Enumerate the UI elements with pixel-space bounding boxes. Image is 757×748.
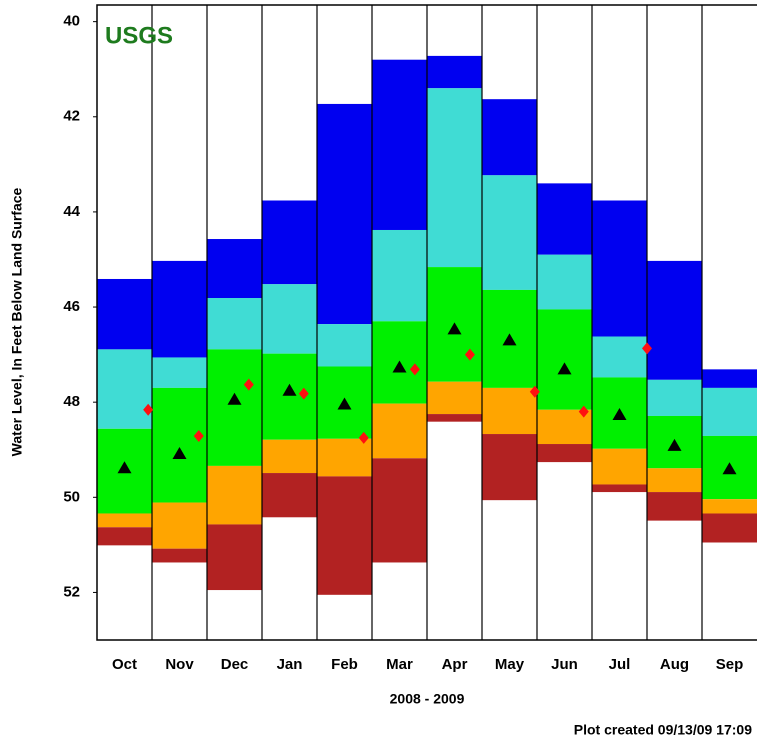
percentile-band [537, 444, 592, 463]
y-tick-label: 50 [63, 488, 80, 505]
y-tick-label: 42 [63, 108, 80, 125]
x-axis-label: 2008 - 2009 [390, 691, 465, 707]
percentile-band [647, 492, 702, 521]
median-marker [117, 461, 132, 474]
percentile-band [647, 260, 702, 380]
percentile-band [592, 448, 647, 485]
percentile-band [647, 379, 702, 416]
x-tick-label: May [495, 656, 525, 673]
percentile-band [702, 387, 757, 436]
percentile-band [207, 239, 262, 299]
median-marker [557, 362, 572, 375]
current-marker [143, 403, 154, 416]
percentile-band [317, 438, 372, 477]
percentile-band [97, 513, 152, 528]
current-marker [464, 348, 475, 361]
current-marker [193, 429, 204, 442]
percentile-band [592, 484, 647, 493]
percentile-band [482, 387, 537, 435]
percentile-band [262, 473, 317, 518]
percentile-band [372, 229, 427, 322]
percentile-band [317, 324, 372, 367]
percentile-band [152, 387, 207, 503]
median-marker [722, 462, 737, 475]
percentile-band [372, 458, 427, 563]
percentile-band [702, 513, 757, 543]
x-tick-label: Dec [221, 656, 249, 673]
percentile-band [262, 439, 317, 474]
percentile-band [207, 349, 262, 466]
percentile-band [152, 357, 207, 388]
y-tick-label: 52 [63, 583, 80, 600]
y-tick-label: 46 [63, 298, 80, 315]
percentile-band [97, 527, 152, 546]
percentile-band [482, 99, 537, 176]
footnote: Plot created 09/13/09 17:09 [574, 722, 752, 738]
median-marker [502, 333, 517, 346]
y-tick-label: 44 [63, 203, 80, 220]
percentile-band [427, 88, 482, 268]
x-tick-label: Apr [442, 656, 468, 673]
percentile-band [152, 260, 207, 358]
current-marker [529, 385, 540, 398]
percentile-band [537, 183, 592, 255]
plot-frame [96, 4, 757, 641]
percentile-band [97, 349, 152, 429]
percentile-band [97, 278, 152, 350]
current-marker [243, 378, 254, 391]
percentile-band [152, 502, 207, 549]
x-tick-label: Jun [551, 656, 578, 673]
percentile-band [702, 369, 757, 388]
logo: USGS [105, 22, 173, 49]
percentile-band [647, 468, 702, 493]
x-tick-label: Mar [386, 656, 413, 673]
percentile-band [592, 336, 647, 378]
percentile-band [262, 353, 317, 440]
current-marker [578, 405, 589, 418]
y-tick-label: 40 [63, 13, 80, 30]
x-tick-label: Jul [609, 656, 631, 673]
current-marker [358, 431, 369, 444]
percentile-band [482, 434, 537, 501]
median-marker [337, 397, 352, 410]
x-tick-label: Aug [660, 656, 689, 673]
percentile-band [372, 59, 427, 230]
percentile-band [372, 403, 427, 459]
median-marker [392, 360, 407, 373]
median-marker [282, 383, 297, 396]
median-marker [612, 408, 627, 421]
percentile-band [152, 548, 207, 563]
current-marker [298, 387, 309, 400]
y-axis-label: Water Level, In Feet Below Land Surface [9, 187, 25, 456]
percentile-band [262, 284, 317, 354]
x-tick-label: Feb [331, 656, 358, 673]
x-tick-label: Nov [165, 656, 194, 673]
y-tick-label: 48 [63, 393, 80, 410]
x-tick-label: Oct [112, 656, 137, 673]
percentile-band [537, 254, 592, 310]
percentile-band [702, 499, 757, 514]
percentile-band [207, 298, 262, 350]
median-marker [447, 322, 462, 335]
median-marker [227, 392, 242, 405]
x-tick-label: Sep [716, 656, 744, 673]
percentile-band [317, 103, 372, 325]
median-marker [172, 447, 187, 460]
median-marker [667, 438, 682, 451]
percentile-band [207, 524, 262, 591]
percentile-band [427, 414, 482, 422]
percentile-band [207, 465, 262, 525]
percentile-band [317, 476, 372, 595]
current-marker [642, 342, 652, 355]
percentile-band [427, 55, 482, 89]
percentile-band [262, 200, 317, 285]
x-tick-label: Jan [277, 656, 303, 673]
percentile-band [482, 175, 537, 290]
percentile-band [592, 200, 647, 337]
current-marker [409, 363, 420, 376]
percentile-band [427, 381, 482, 415]
percentile-band [537, 309, 592, 410]
